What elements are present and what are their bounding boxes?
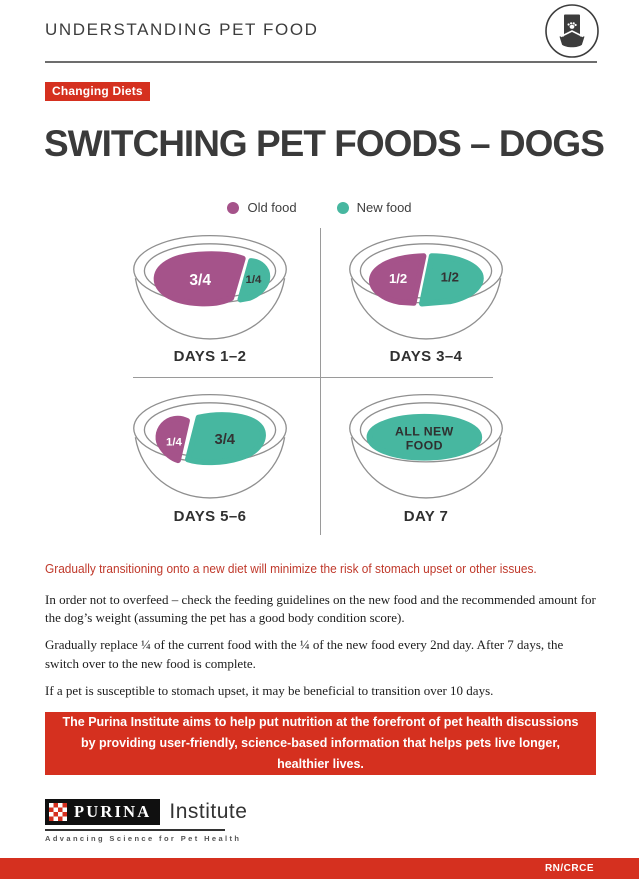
bowl-caption-days-3-4: DAYS 3–4 <box>389 348 463 365</box>
document-code: RN/CRCE <box>544 863 594 874</box>
header-divider <box>45 61 597 63</box>
legend: Old food New food <box>0 200 639 215</box>
lead-sentence: Gradually transitioning onto a new diet … <box>45 562 537 576</box>
bowl-caption-days-5-6: DAYS 5–6 <box>173 508 247 525</box>
page-header-title: UNDERSTANDING PET FOOD <box>45 20 319 39</box>
legend-label-old-food: Old food <box>247 200 297 215</box>
paragraph-replace-quarter: Gradually replace ¼ of the current food … <box>45 637 564 671</box>
purina-checkerboard-icon <box>49 803 67 821</box>
old-food-swatch <box>227 201 240 214</box>
pet-food-bag-bowl-icon <box>545 4 599 58</box>
bowl-diagram-days-5-6: 1/4 3/4 <box>133 393 287 499</box>
logo-tagline: Advancing Science for Pet Health <box>45 833 242 843</box>
quadrant-divider-vertical <box>320 228 321 535</box>
bowl-diagram-days-3-4: 1/2 1/2 <box>349 234 503 340</box>
old-food-fraction: 1/4 <box>166 436 183 448</box>
purina-institute-logo: PURINA Institute Advancing Science for P… <box>45 799 247 843</box>
purina-wordmark: PURINA <box>74 802 152 821</box>
paragraph-overfeed: In order not to overfeed – check the fee… <box>45 592 596 626</box>
all-new-food-label-line2: FOOD <box>406 439 443 453</box>
quadrant-divider-horizontal <box>133 377 493 378</box>
purina-institute-callout: The Purina Institute aims to help put nu… <box>45 712 596 775</box>
new-food-swatch <box>336 201 349 214</box>
body-text: In order not to overfeed – check the fee… <box>45 591 597 709</box>
paragraph-stomach-upset: If a pet is susceptible to stomach upset… <box>45 682 494 698</box>
new-food-fraction: 3/4 <box>215 432 236 448</box>
legend-label-new-food: New food <box>356 200 412 215</box>
section-badge: Changing Diets <box>45 82 150 101</box>
all-new-food-label-line1: ALL NEW <box>395 425 454 439</box>
new-food-fraction: 1/2 <box>441 270 459 285</box>
bowl-caption-day-7: DAY 7 <box>403 508 449 525</box>
bowl-diagram-days-1-2: 3/4 1/4 <box>133 234 287 340</box>
logo-divider <box>45 829 225 831</box>
bottom-accent-bar: RN/CRCE <box>0 858 639 879</box>
paw-print-icon <box>567 22 577 29</box>
purina-wordmark-block: PURINA <box>45 799 161 825</box>
legend-item-new-food: New food <box>336 200 412 215</box>
old-food-fraction: 1/2 <box>389 271 407 286</box>
bowl-diagram-day-7: ALL NEW FOOD <box>349 393 503 499</box>
bowl-caption-days-1-2: DAYS 1–2 <box>173 348 247 365</box>
legend-item-old-food: Old food <box>227 200 297 215</box>
institute-wordmark: Institute <box>169 800 248 823</box>
old-food-fraction: 3/4 <box>189 272 211 289</box>
new-food-fraction: 1/4 <box>245 274 262 286</box>
page-title: SWITCHING PET FOODS – DOGS <box>44 123 605 164</box>
